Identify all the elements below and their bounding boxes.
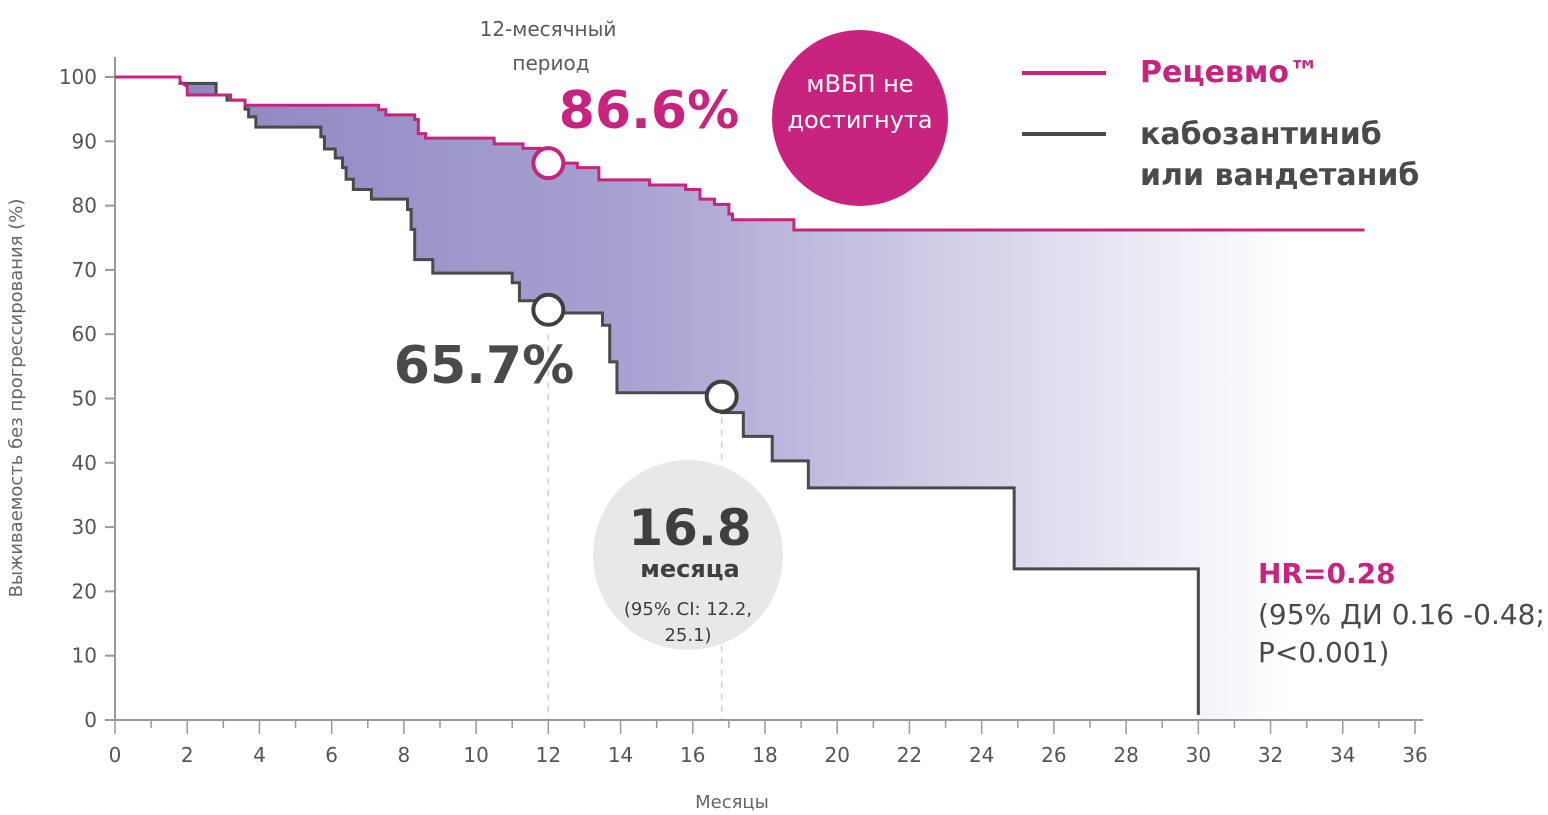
dark-value-label: 65.7% [394, 336, 574, 396]
x-tick-label: 8 [398, 743, 411, 767]
x-tick-label: 24 [969, 743, 994, 767]
x-tick-label: 4 [253, 743, 266, 767]
y-tick-label: 70 [72, 258, 97, 282]
x-tick-label: 20 [824, 743, 849, 767]
hr-p: P<0.001) [1258, 636, 1389, 669]
x-tick-label: 0 [109, 743, 122, 767]
series-line-recevmo [115, 75, 1365, 232]
x-tick-label: 18 [752, 743, 777, 767]
legend-label-comparator-line1: кабозантиниб [1140, 117, 1382, 152]
x-tick-label: 14 [608, 743, 633, 767]
hr-value: HR=0.28 [1258, 557, 1396, 590]
x-tick-label: 34 [1330, 743, 1355, 767]
mpfs-badge-line1: мВБП не [806, 70, 913, 98]
legend: Рецевмо™ кабозантиниб или вандетаниб [1022, 55, 1419, 193]
survival-gap-band [115, 77, 1379, 720]
marker-point [531, 146, 566, 181]
x-tick-label: 2 [181, 743, 194, 767]
mpfs-badge-line2: достигнута [787, 106, 932, 134]
median-ci-line1: (95% CI: 12.2, [624, 599, 752, 620]
period-label-line1: 12-месячный [480, 17, 617, 41]
x-tick-label: 28 [1113, 743, 1138, 767]
x-tick-label: 12 [536, 743, 561, 767]
x-axis-title: Месяцы [695, 792, 769, 813]
x-tick-label: 22 [897, 743, 922, 767]
marker-point [704, 379, 739, 414]
x-tick-label: 16 [680, 743, 705, 767]
pink-value-label: 86.6% [559, 81, 739, 141]
y-tick-label: 20 [72, 579, 97, 603]
median-unit: месяца [640, 555, 740, 583]
x-tick-label: 30 [1186, 743, 1211, 767]
survival-gap-fill [115, 77, 1379, 720]
median-ci-line2: 25.1) [664, 625, 711, 646]
hr-ci: (95% ДИ 0.16 -0.48; [1258, 598, 1545, 631]
y-tick-label: 100 [59, 65, 97, 89]
x-tick-label: 6 [325, 743, 338, 767]
x-tick-label: 32 [1258, 743, 1283, 767]
x-tick-label: 26 [1041, 743, 1066, 767]
y-tick-label: 90 [72, 129, 97, 153]
x-tick-label: 10 [463, 743, 488, 767]
x-tick-label: 36 [1402, 743, 1427, 767]
series-lines [115, 75, 1365, 715]
y-tick-label: 10 [72, 644, 97, 668]
y-tick-label: 30 [72, 515, 97, 539]
median-badge [593, 460, 783, 650]
y-tick-label: 60 [72, 322, 97, 346]
y-tick-label: 0 [84, 708, 97, 732]
marker-point [531, 292, 566, 327]
series-line-comparator [115, 75, 1200, 715]
y-tick-label: 40 [72, 451, 97, 475]
y-tick-label: 80 [72, 194, 97, 218]
y-tick-label: 50 [72, 387, 97, 411]
markers [531, 146, 739, 414]
period-label-line2: период [512, 51, 589, 75]
mpfs-not-reached-badge [772, 30, 948, 206]
median-value: 16.8 [628, 499, 751, 557]
y-axis-title: Выживаемость без прогрессирования (%) [6, 199, 27, 598]
legend-label-comparator-line2: или вандетаниб [1140, 158, 1419, 193]
legend-label-recevmo: Рецевмо™ [1140, 55, 1319, 90]
